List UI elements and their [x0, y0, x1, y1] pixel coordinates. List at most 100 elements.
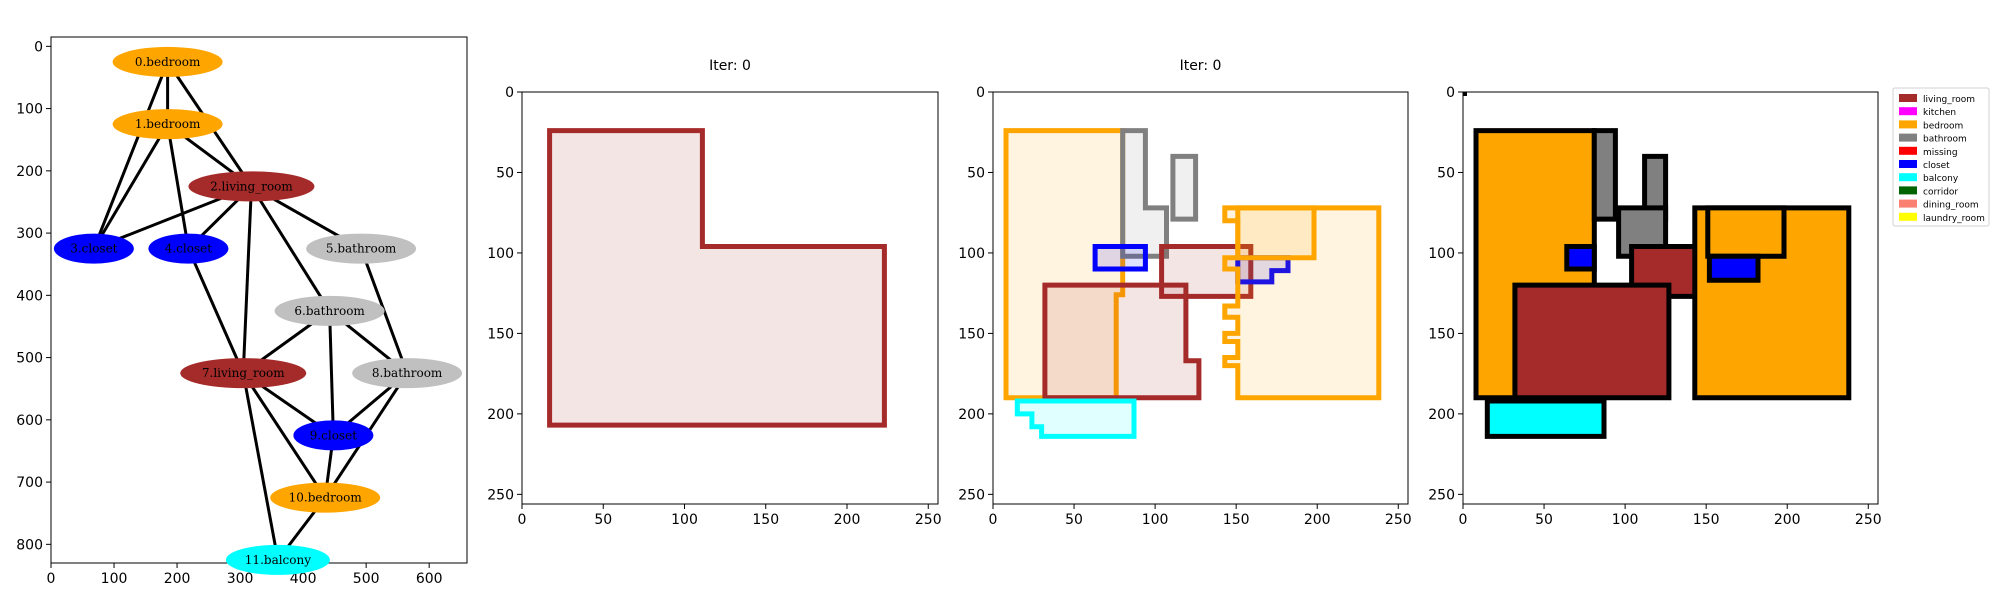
- graph-node-bedroom: [112, 46, 223, 77]
- result-origin-marker: [1463, 92, 1467, 96]
- overlay-xtick-label: 0: [989, 512, 998, 528]
- overlay-ytick-label: 200: [958, 407, 985, 423]
- graph-node-label: 3.closet: [70, 242, 117, 256]
- graph-node-label: 9.closet: [310, 428, 357, 442]
- overlay-xtick-label: 200: [1304, 512, 1331, 528]
- graph-node-bathroom: [352, 358, 463, 389]
- graph-node-living_room: [180, 358, 307, 389]
- graph-axes-frame: [50, 36, 468, 564]
- legend-swatch-corridor: [1899, 186, 1917, 195]
- result-room-bathroom: [1591, 128, 1618, 222]
- overlay-title: Iter: 0: [1180, 58, 1222, 74]
- overlay-room-bedroom: [1235, 205, 1317, 261]
- graph-node-bathroom: [306, 233, 417, 264]
- graph-node-bedroom: [270, 482, 381, 513]
- boundary-axes-frame: [521, 91, 939, 505]
- legend-swatch-kitchen: [1899, 107, 1917, 116]
- legend-label-corridor: corridor: [1923, 187, 1958, 197]
- graph-ytick-label: 500: [16, 351, 43, 367]
- result-room-closet: [1564, 244, 1597, 272]
- graph-xtick-label: 200: [164, 571, 191, 587]
- boundary-xtick-label: 200: [834, 512, 861, 528]
- graph-edge: [92, 61, 170, 250]
- result-xtick-label: 250: [1855, 512, 1882, 528]
- result-ytick-label: 100: [1428, 246, 1455, 262]
- boundary-ytick-label: 0: [505, 85, 514, 101]
- graph-ytick-label: 100: [16, 102, 43, 118]
- overlay-xtick-label: 150: [1223, 512, 1250, 528]
- graph-edge: [187, 248, 245, 374]
- overlay-ytick-label: 150: [958, 326, 985, 342]
- legend-swatch-closet: [1899, 160, 1917, 168]
- result-room-living_room: [1512, 282, 1672, 401]
- overlay-xtick-label: 50: [1065, 512, 1083, 528]
- room-graph-panel: 0 100 200 300 400 500 600 0 100 200 300 400 500 600 70…: [16, 36, 468, 587]
- graph-node-label: 2.living_room: [210, 179, 293, 193]
- graph-node-label: 5.bathroom: [326, 242, 397, 256]
- legend-swatch-missing: [1899, 146, 1917, 155]
- result-room-balcony: [1484, 398, 1607, 439]
- graph-node-label: 10.bedroom: [289, 491, 363, 505]
- boundary-xtick-label: 50: [594, 512, 612, 528]
- graph-node-label: 4.closet: [165, 242, 212, 256]
- result-xtick-label: 150: [1693, 512, 1720, 528]
- graph-node-bedroom: [112, 109, 223, 140]
- graph-node-closet: [293, 420, 374, 451]
- graph-node-label: 1.bedroom: [135, 117, 201, 131]
- boundary-ytick-label: 50: [496, 165, 514, 181]
- overlay-ytick-label: 250: [958, 487, 985, 503]
- result-ytick-label: 150: [1428, 326, 1455, 342]
- overlay-room-bathroom: [1120, 128, 1169, 259]
- legend-label-closet: closet: [1923, 161, 1950, 171]
- graph-node-label: 6.bathroom: [294, 304, 365, 318]
- overlay-xtick-label: 250: [1385, 512, 1412, 528]
- legend-swatch-balcony: [1899, 173, 1917, 182]
- result-ytick-label: 200: [1428, 407, 1455, 423]
- graph-node-bathroom: [274, 295, 385, 326]
- graph-ytick-label: 700: [16, 475, 43, 491]
- legend-swatch-laundry_room: [1899, 212, 1917, 221]
- graph-ytick-label: 300: [16, 226, 43, 242]
- graph-xtick-label: 600: [416, 571, 443, 587]
- graph-ytick-label: 600: [16, 413, 43, 429]
- boundary-xtick-label: 250: [915, 512, 942, 528]
- overlay-ytick-label: 0: [976, 85, 985, 101]
- boundary-xtick-label: 100: [671, 512, 698, 528]
- result-xtick-label: 50: [1535, 512, 1553, 528]
- overlay-ytick-label: 50: [967, 165, 985, 181]
- result-room-bedroom: [1705, 205, 1787, 259]
- graph-node-living_room: [188, 171, 315, 202]
- legend-label-missing: missing: [1923, 148, 1958, 158]
- result-xtick-label: 0: [1459, 512, 1468, 528]
- result-ytick-label: 250: [1428, 487, 1455, 503]
- graph-ytick-label: 400: [16, 288, 43, 304]
- legend-swatch-living_room: [1899, 94, 1917, 102]
- overlay-xtick-label: 100: [1142, 512, 1169, 528]
- boundary-ytick-label: 200: [487, 407, 514, 423]
- legend-swatch-bathroom: [1899, 133, 1917, 142]
- graph-edge: [241, 372, 280, 561]
- legend-label-bedroom: bedroom: [1923, 121, 1963, 131]
- graph-edge: [241, 186, 253, 374]
- overlay-ytick-label: 100: [958, 246, 985, 262]
- boundary-xtick-label: 0: [518, 512, 527, 528]
- graph-node-balcony: [225, 544, 330, 575]
- result-axes-frame: [1462, 91, 1879, 505]
- boundary-boundary-outline: [547, 128, 887, 428]
- overlay-room-closet: [1092, 244, 1148, 272]
- graph-node-label: 8.bathroom: [372, 366, 443, 380]
- graph-edge: [241, 372, 327, 499]
- graph-xtick-label: 0: [47, 571, 56, 587]
- legend-label-kitchen: kitchen: [1923, 108, 1956, 118]
- graph-node-label: 7.living_room: [202, 366, 285, 380]
- result-xtick-label: 100: [1612, 512, 1639, 528]
- graph-ytick-label: 800: [16, 537, 43, 553]
- graph-node-closet: [53, 233, 134, 264]
- graph-xtick-label: 300: [227, 571, 254, 587]
- legend-label-dining_room: dining_room: [1923, 201, 1979, 211]
